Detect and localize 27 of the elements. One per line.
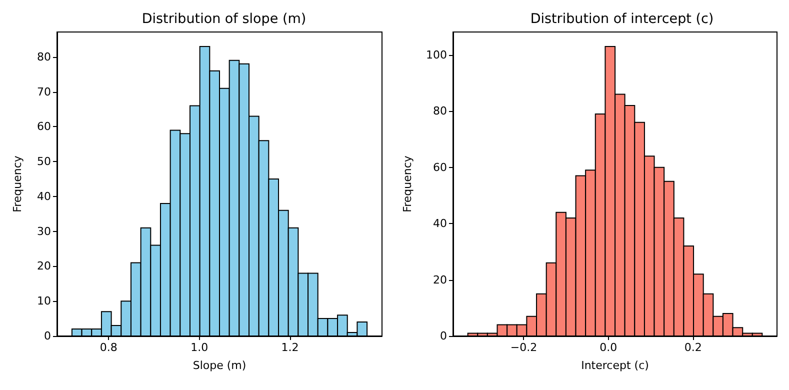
y-tick-label: 80: [433, 104, 447, 118]
y-tick-label: 100: [426, 48, 447, 62]
y-tick-label: 40: [433, 217, 447, 230]
y-tick-label: 20: [37, 260, 51, 273]
y-tick-label: 10: [37, 294, 51, 308]
x-tick-label: 0.0: [600, 341, 618, 354]
y-tick-label: 0: [440, 330, 447, 342]
y-tick-label: 60: [433, 160, 447, 174]
y-tick-label: 70: [37, 85, 51, 98]
x-axis-title: Slope (m): [192, 359, 246, 372]
x-tick-label: 0.2: [684, 341, 702, 354]
y-tick-label: 80: [37, 50, 51, 64]
y-axis-title: Frequency: [11, 155, 24, 212]
y-axis-title: Frequency: [401, 155, 414, 212]
x-axis-title: Intercept (c): [581, 359, 649, 372]
y-tick-label: 0: [44, 330, 51, 342]
y-tick-label: 60: [37, 120, 51, 134]
x-tick-label: 0.8: [100, 341, 118, 354]
y-tick-label: 40: [37, 190, 51, 203]
x-tick-label: −0.2: [510, 341, 538, 354]
y-tick-label: 50: [37, 155, 51, 168]
y-tick-label: 20: [433, 273, 447, 286]
chart-title: Distribution of intercept (c): [530, 11, 714, 27]
x-tick-label: 1.0: [190, 341, 208, 354]
x-tick-label: 1.2: [281, 341, 299, 354]
y-tick-label: 30: [37, 224, 51, 238]
chart-title: Distribution of slope (m): [142, 11, 306, 27]
